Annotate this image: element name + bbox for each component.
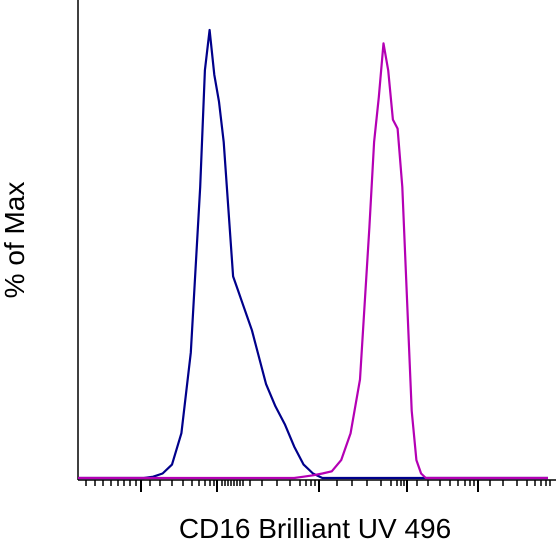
series-group — [78, 28, 548, 480]
y-axis-title: % of Max — [0, 182, 30, 299]
plot-frame — [77, 0, 556, 481]
x-axis-title: CD16 Brilliant UV 496 — [179, 513, 451, 542]
series-line-2 — [78, 42, 548, 480]
x-axis-ticks — [85, 480, 551, 492]
series-line-1 — [78, 28, 548, 480]
